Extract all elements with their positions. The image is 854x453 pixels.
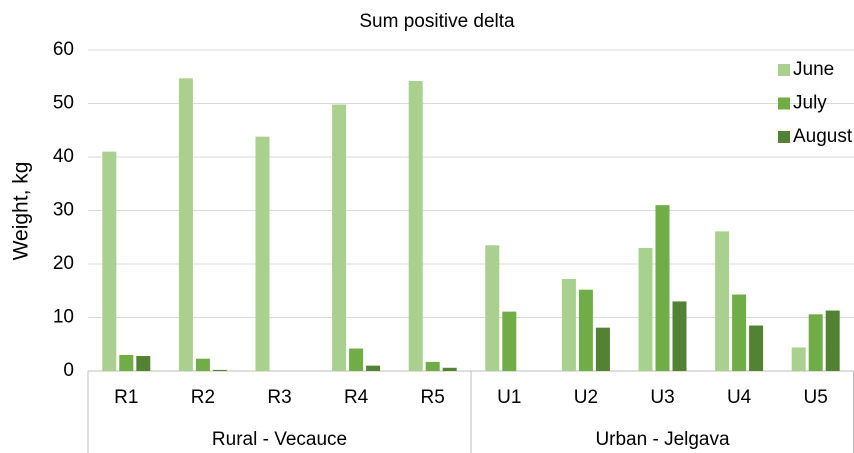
- bar: [672, 301, 687, 371]
- bar: [178, 78, 193, 371]
- x-tick-label: U3: [650, 387, 674, 408]
- bar: [808, 314, 823, 371]
- bar: [638, 247, 653, 371]
- bar: [136, 356, 151, 371]
- bar: [425, 361, 440, 371]
- bar: [561, 278, 576, 371]
- bar: [715, 231, 730, 371]
- x-tick-label: R1: [114, 387, 138, 408]
- bar: [366, 365, 381, 371]
- bar: [732, 294, 747, 371]
- x-tick-label: U4: [727, 387, 752, 408]
- y-tick-label: 20: [53, 253, 74, 274]
- bar: [791, 347, 806, 371]
- y-tick-label: 0: [63, 360, 74, 381]
- legend-label: August: [793, 126, 853, 147]
- bar: [349, 348, 364, 371]
- bar: [332, 104, 347, 371]
- x-tick-label: U5: [804, 387, 828, 408]
- y-axis-label: Weight, kg: [10, 162, 33, 261]
- legend-label: June: [793, 59, 834, 80]
- bar: [485, 245, 500, 371]
- legend-swatch: [778, 131, 790, 143]
- chart-title: Sum positive delta: [359, 11, 515, 32]
- bar: [655, 205, 670, 371]
- x-tick-label: R2: [191, 387, 215, 408]
- bar: [408, 81, 423, 371]
- x-tick-label: U2: [574, 387, 598, 408]
- x-tick-label: U1: [497, 387, 521, 408]
- bar: [595, 327, 610, 371]
- bar: [578, 289, 593, 371]
- y-tick-label: 50: [53, 93, 74, 114]
- bar: [502, 311, 517, 371]
- x-tick-label: R4: [344, 387, 369, 408]
- y-tick-label: 40: [53, 146, 74, 167]
- bar: [119, 354, 134, 371]
- bar: [442, 367, 457, 371]
- bar: [102, 151, 117, 371]
- group-label: Rural - Vecauce: [212, 429, 347, 450]
- y-tick-label: 60: [53, 39, 74, 60]
- bar: [195, 358, 210, 371]
- y-tick-label: 30: [53, 200, 74, 221]
- legend-swatch: [778, 97, 790, 110]
- legend-label: July: [793, 93, 827, 114]
- bar: [825, 310, 840, 371]
- bar: [212, 369, 227, 371]
- legend-swatch: [778, 64, 790, 76]
- bar: [255, 136, 270, 371]
- group-label: Urban - Jelgava: [595, 429, 730, 450]
- x-tick-label: R5: [421, 387, 445, 408]
- bar: [749, 325, 764, 371]
- x-tick-label: R3: [267, 387, 291, 408]
- y-tick-label: 10: [53, 307, 74, 328]
